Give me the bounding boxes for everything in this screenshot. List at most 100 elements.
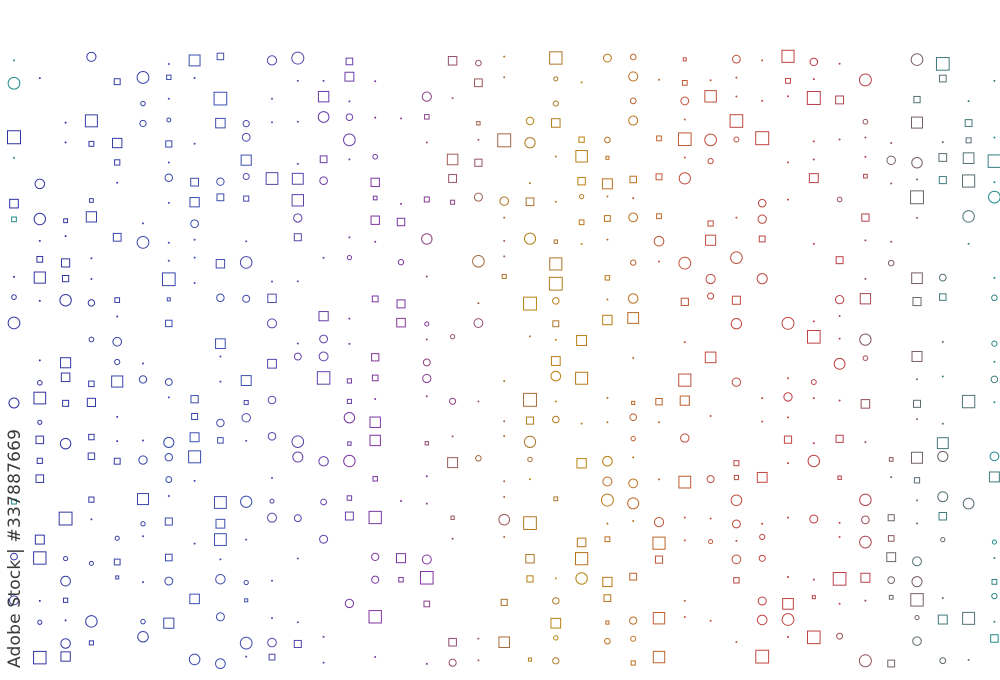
circle-outline [730, 318, 743, 330]
dot [993, 181, 996, 184]
dot [787, 462, 789, 465]
square-outline [216, 193, 225, 202]
circle-outline [266, 55, 278, 66]
square-outline [7, 130, 21, 145]
square-outline [988, 471, 1000, 483]
square-outline [371, 295, 379, 303]
dot [916, 418, 918, 421]
dot [941, 596, 944, 599]
dot [967, 658, 970, 661]
circle-outline [757, 198, 767, 208]
square-outline [61, 274, 70, 283]
dot [554, 200, 557, 203]
circle-outline [653, 517, 665, 528]
dot [425, 338, 428, 341]
square-outline [84, 114, 98, 128]
circle-outline [628, 212, 639, 223]
dot [890, 182, 893, 185]
circle-outline [604, 637, 611, 645]
circle-outline [834, 295, 845, 305]
square-outline [548, 276, 563, 291]
dot [554, 577, 557, 580]
square-outline [578, 219, 585, 226]
square-outline [527, 657, 533, 662]
circle-outline [164, 576, 174, 586]
dot [658, 260, 660, 263]
square-outline [782, 598, 794, 610]
dot [322, 661, 325, 664]
dot [683, 539, 686, 542]
dot [606, 522, 609, 525]
square-outline [63, 218, 69, 224]
square-outline [346, 495, 353, 501]
dot [735, 216, 738, 219]
circle-outline [578, 193, 585, 200]
dot [116, 415, 119, 418]
dot [477, 659, 480, 662]
square-outline [652, 612, 666, 625]
dot [38, 359, 41, 362]
square-outline [372, 195, 378, 201]
square-outline [630, 660, 636, 666]
square-outline [216, 52, 225, 61]
dot [554, 400, 557, 403]
square-outline [189, 593, 200, 605]
dot [116, 440, 119, 443]
square-outline [859, 293, 872, 305]
square-outline [523, 392, 537, 407]
dot [193, 256, 196, 259]
square-outline [396, 217, 406, 227]
dot [864, 239, 867, 242]
dot [245, 655, 248, 658]
square-outline [424, 114, 430, 120]
dot [348, 100, 351, 103]
square-outline [111, 375, 124, 388]
dot [709, 415, 712, 418]
square-outline [887, 535, 895, 542]
square-outline [860, 572, 871, 583]
dot [271, 121, 273, 124]
square-outline [526, 575, 534, 583]
dot [193, 142, 196, 145]
circle-outline [553, 635, 559, 641]
dot [142, 362, 144, 365]
circle-outline [991, 539, 997, 545]
circle-outline [34, 178, 46, 190]
dot [606, 195, 609, 198]
circle-outline [11, 294, 17, 300]
square-outline [888, 594, 894, 600]
dot [425, 502, 428, 505]
square-outline [240, 375, 252, 387]
square-outline [448, 174, 458, 183]
square-outline [215, 117, 226, 129]
circle-outline [10, 552, 18, 561]
dot [503, 76, 506, 79]
square-outline [887, 514, 895, 522]
dot [838, 602, 841, 605]
square-outline [448, 637, 457, 647]
dot [787, 198, 789, 201]
square-outline [755, 649, 770, 664]
square-outline [656, 213, 662, 220]
dot [890, 476, 893, 479]
circle-outline [552, 597, 560, 605]
circle-outline [991, 340, 998, 347]
square-outline [191, 412, 199, 420]
square-outline [680, 297, 689, 306]
circle-outline [165, 476, 173, 484]
square-outline [991, 578, 998, 585]
square-outline [190, 395, 199, 404]
square-outline [682, 57, 687, 62]
circle-outline [939, 657, 947, 665]
circle-outline [7, 316, 21, 330]
circle-outline [239, 636, 253, 650]
circle-outline [731, 554, 742, 565]
dot [425, 475, 428, 478]
circle-outline [604, 136, 611, 144]
dot [916, 378, 918, 381]
square-outline [370, 215, 380, 225]
square-outline [497, 133, 512, 148]
circle-outline [7, 76, 21, 90]
square-outline [837, 475, 842, 480]
square-outline [785, 77, 791, 84]
